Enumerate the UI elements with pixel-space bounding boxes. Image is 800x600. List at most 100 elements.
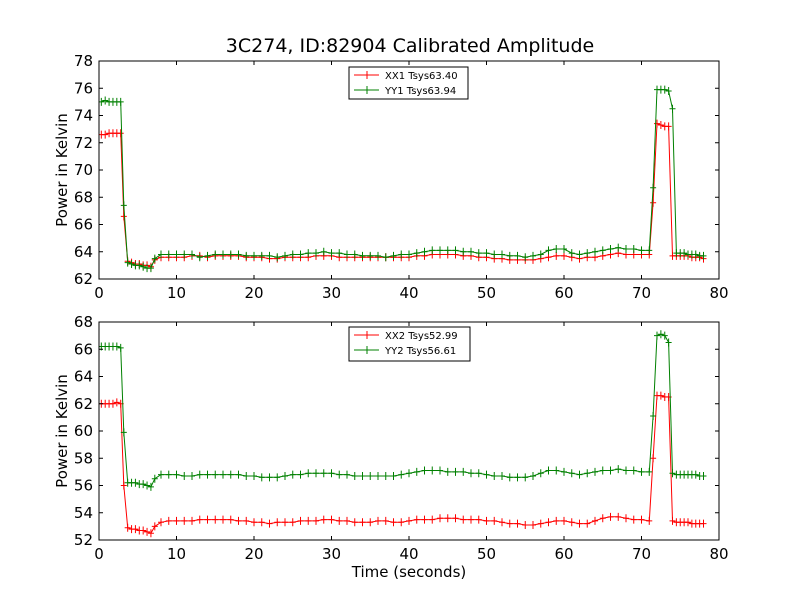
data-point <box>336 470 343 479</box>
data-point <box>429 466 436 475</box>
data-point <box>514 251 521 260</box>
data-point <box>592 247 598 256</box>
x-tick-label: 80 <box>709 545 728 563</box>
data-point <box>375 471 381 480</box>
data-point <box>274 518 281 527</box>
data-point <box>630 245 637 254</box>
legend-marker <box>364 346 370 354</box>
x-tick-label: 30 <box>322 545 341 563</box>
data-point <box>204 515 211 524</box>
data-point <box>468 515 474 524</box>
data-point <box>650 198 657 207</box>
y-tick-label: 54 <box>74 504 93 522</box>
data-point <box>530 521 536 530</box>
legend-entry: XX1 Tsys63.40 <box>354 71 458 82</box>
data-point <box>561 245 567 254</box>
data-point <box>313 249 319 258</box>
data-point <box>351 518 358 527</box>
data-point <box>568 518 575 527</box>
data-point <box>102 96 109 105</box>
data-point <box>615 465 622 474</box>
data-point <box>196 470 203 479</box>
legend-label: YY2 Tsys56.61 <box>384 346 456 357</box>
data-point <box>665 338 672 347</box>
data-point <box>147 264 154 273</box>
data-point <box>120 212 127 221</box>
data-point <box>491 250 498 259</box>
data-point <box>468 469 474 478</box>
data-point <box>320 515 327 524</box>
data-point <box>630 515 637 524</box>
data-point <box>553 516 560 525</box>
data-point <box>506 251 513 260</box>
data-point <box>584 249 591 258</box>
data-point <box>657 330 664 339</box>
data-point <box>251 251 257 260</box>
data-point <box>147 529 154 538</box>
data-point <box>568 249 575 258</box>
x-tick-label: 30 <box>322 284 341 302</box>
data-point <box>165 470 172 479</box>
data-point <box>173 516 180 525</box>
data-point <box>313 516 319 525</box>
data-point <box>313 469 319 478</box>
data-point <box>483 516 490 525</box>
data-point <box>336 249 343 258</box>
data-point <box>429 246 436 255</box>
data-point <box>266 519 273 528</box>
data-point <box>692 250 699 259</box>
legend: XX1 Tsys63.40 YY1 Tsys63.94 <box>348 66 469 100</box>
y-tick-label: 74 <box>74 107 93 125</box>
data-point <box>367 251 374 260</box>
data-point <box>685 518 691 527</box>
data-point <box>274 473 281 482</box>
x-tick-label: 80 <box>709 284 728 302</box>
data-point <box>468 247 474 256</box>
data-point <box>227 470 234 479</box>
data-point <box>592 516 598 525</box>
data-point <box>375 251 381 260</box>
data-point <box>328 515 335 524</box>
data-point <box>661 85 668 94</box>
data-point <box>623 245 629 254</box>
data-point <box>359 251 366 260</box>
data-point <box>165 250 172 259</box>
data-point <box>607 245 614 254</box>
data-point <box>592 467 598 476</box>
data-point <box>537 469 544 478</box>
data-point <box>406 516 412 525</box>
data-point <box>661 331 668 340</box>
data-point <box>251 471 257 480</box>
y-tick-label: 58 <box>74 449 93 467</box>
data-point <box>499 250 505 259</box>
x-tick-label: 10 <box>167 284 186 302</box>
data-point <box>102 130 109 139</box>
data-point <box>638 467 645 476</box>
data-point <box>344 250 350 259</box>
y-tick-label: 62 <box>74 395 93 413</box>
data-point <box>650 454 657 463</box>
data-point <box>220 470 226 479</box>
data-point <box>692 470 699 479</box>
series-2 <box>99 85 707 273</box>
data-point <box>522 521 529 530</box>
data-point <box>700 251 707 260</box>
x-tick-label: 0 <box>94 545 104 563</box>
y-tick-label: 64 <box>74 243 93 261</box>
data-point <box>140 526 147 535</box>
y-tick-label: 62 <box>74 270 93 288</box>
data-point <box>124 258 131 267</box>
data-point <box>444 246 451 255</box>
data-point <box>646 467 653 476</box>
data-point <box>189 471 195 480</box>
data-point <box>390 251 397 260</box>
x-tick-label: 50 <box>477 284 496 302</box>
data-point <box>421 466 428 475</box>
data-point <box>561 516 567 525</box>
data-point <box>615 512 622 521</box>
data-point <box>258 251 265 260</box>
data-point <box>499 518 505 527</box>
data-point <box>120 428 127 437</box>
data-point <box>599 514 606 523</box>
y-tick-label: 64 <box>74 368 93 386</box>
